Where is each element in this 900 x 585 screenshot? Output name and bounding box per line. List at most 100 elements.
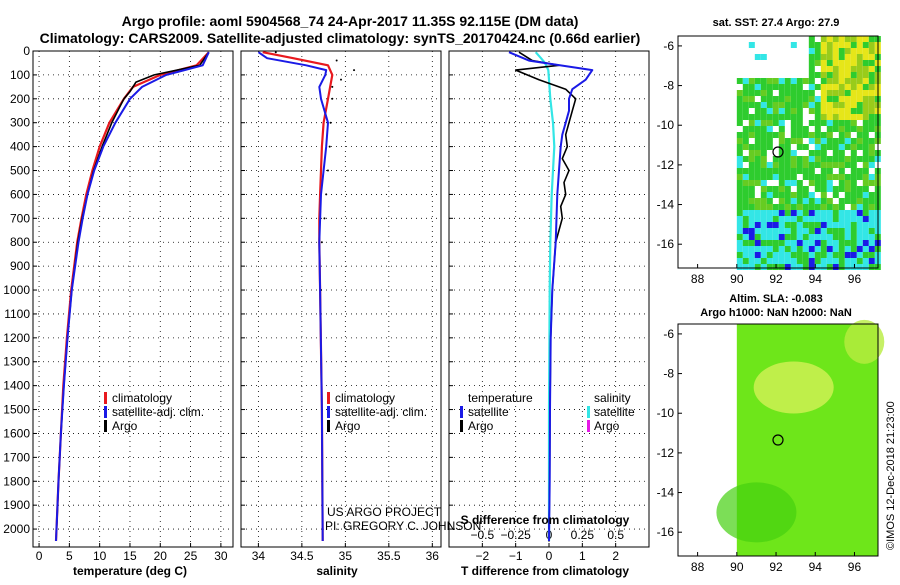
sst-cell <box>802 240 809 246</box>
sst-cell <box>748 126 755 132</box>
sst-cell <box>790 252 797 258</box>
sst-cell <box>844 252 851 258</box>
sst-cell <box>778 234 785 240</box>
sst-cell <box>850 102 857 108</box>
sst-cell <box>838 60 845 66</box>
argo-salinity-point <box>340 78 342 81</box>
sst-cell <box>826 204 833 210</box>
sst-cell <box>850 66 857 72</box>
sst-cell <box>784 150 791 156</box>
sst-cell <box>802 210 809 216</box>
sst-cell <box>766 252 773 258</box>
sst-cell <box>790 108 797 114</box>
y-tick-label: 1200 <box>3 331 30 345</box>
sst-cell <box>790 42 797 48</box>
sst-cell <box>820 222 827 228</box>
sst-cell <box>862 204 869 210</box>
sst-cell <box>796 144 803 150</box>
sst-cell <box>868 120 875 126</box>
sst-cell <box>832 156 839 162</box>
sst-cell <box>850 42 857 48</box>
sst-cell <box>754 120 761 126</box>
sst-cell <box>766 138 773 144</box>
map-x-tick-label: 96 <box>848 560 862 574</box>
sst-cell <box>796 156 803 162</box>
sst-cell <box>832 102 839 108</box>
temperature-legend: climatology satellite-adj. clim. Argo <box>104 391 204 433</box>
legend-swatch-argo <box>327 420 330 432</box>
sst-cell <box>826 240 833 246</box>
sst-cell <box>862 162 869 168</box>
sst-cell <box>754 234 761 240</box>
sla-high <box>753 361 834 414</box>
sst-cell <box>748 222 755 228</box>
sst-cell <box>838 66 845 72</box>
sst-cell <box>820 84 827 90</box>
sst-cell <box>832 108 839 114</box>
sst-cell <box>766 234 773 240</box>
sst-cell <box>760 84 767 90</box>
sst-cell <box>844 60 851 66</box>
sst-cell <box>790 192 797 198</box>
sst-cell <box>748 252 755 258</box>
sst-cell <box>736 198 743 204</box>
legend-label-t-argo: Argo <box>468 419 494 433</box>
sst-cell <box>832 234 839 240</box>
sst-cell <box>868 102 875 108</box>
sst-cell <box>868 198 875 204</box>
sst-cell <box>856 168 863 174</box>
sst-cell <box>820 108 827 114</box>
sst-cell <box>850 84 857 90</box>
sst-cell <box>772 156 779 162</box>
sst-cell <box>820 156 827 162</box>
sst-cell <box>826 108 833 114</box>
sst-cell <box>868 60 875 66</box>
sst-cell <box>838 258 845 264</box>
sst-cell <box>862 186 869 192</box>
sst-cell <box>754 264 761 270</box>
sst-cell <box>760 252 767 258</box>
sst-cell <box>736 180 743 186</box>
sst-cell <box>808 72 815 78</box>
legend-swatch-s-satellite <box>587 406 590 418</box>
argo-salinity-point <box>331 85 334 88</box>
sst-cell <box>862 84 869 90</box>
sst-cell <box>808 180 815 186</box>
sst-cell <box>790 216 797 222</box>
sst-cell <box>778 156 785 162</box>
sst-cell <box>826 228 833 234</box>
sst-cell <box>742 114 749 120</box>
sst-cell <box>838 150 845 156</box>
sst-cell <box>850 54 857 60</box>
sst-cell <box>742 204 749 210</box>
sst-cell <box>862 72 869 78</box>
sst-cell <box>796 240 803 246</box>
sst-map-frame <box>677 35 879 269</box>
sst-cell <box>868 54 875 60</box>
map-y-tick-label: -8 <box>663 367 674 381</box>
sst-cell <box>808 132 815 138</box>
sst-cell <box>844 84 851 90</box>
sst-cell <box>748 216 755 222</box>
sst-cell <box>748 114 755 120</box>
sst-cell <box>850 210 857 216</box>
sst-cell <box>754 102 761 108</box>
sst-cell <box>748 132 755 138</box>
series-line-t-satellite <box>508 51 594 542</box>
sst-cell <box>856 78 863 84</box>
sst-cell <box>802 90 809 96</box>
sst-cell <box>748 180 755 186</box>
sst-cell <box>832 162 839 168</box>
sst-cell <box>814 54 821 60</box>
sst-cell <box>868 36 875 42</box>
sst-cell <box>754 174 761 180</box>
sst-cell <box>772 162 779 168</box>
sst-cell <box>826 84 833 90</box>
sst-cell <box>832 246 839 252</box>
sst-cell <box>766 174 773 180</box>
sst-cell <box>832 252 839 258</box>
sst-cell <box>766 264 773 270</box>
sst-cell <box>754 84 761 90</box>
sst-cell <box>808 84 815 90</box>
sst-cell <box>808 246 815 252</box>
